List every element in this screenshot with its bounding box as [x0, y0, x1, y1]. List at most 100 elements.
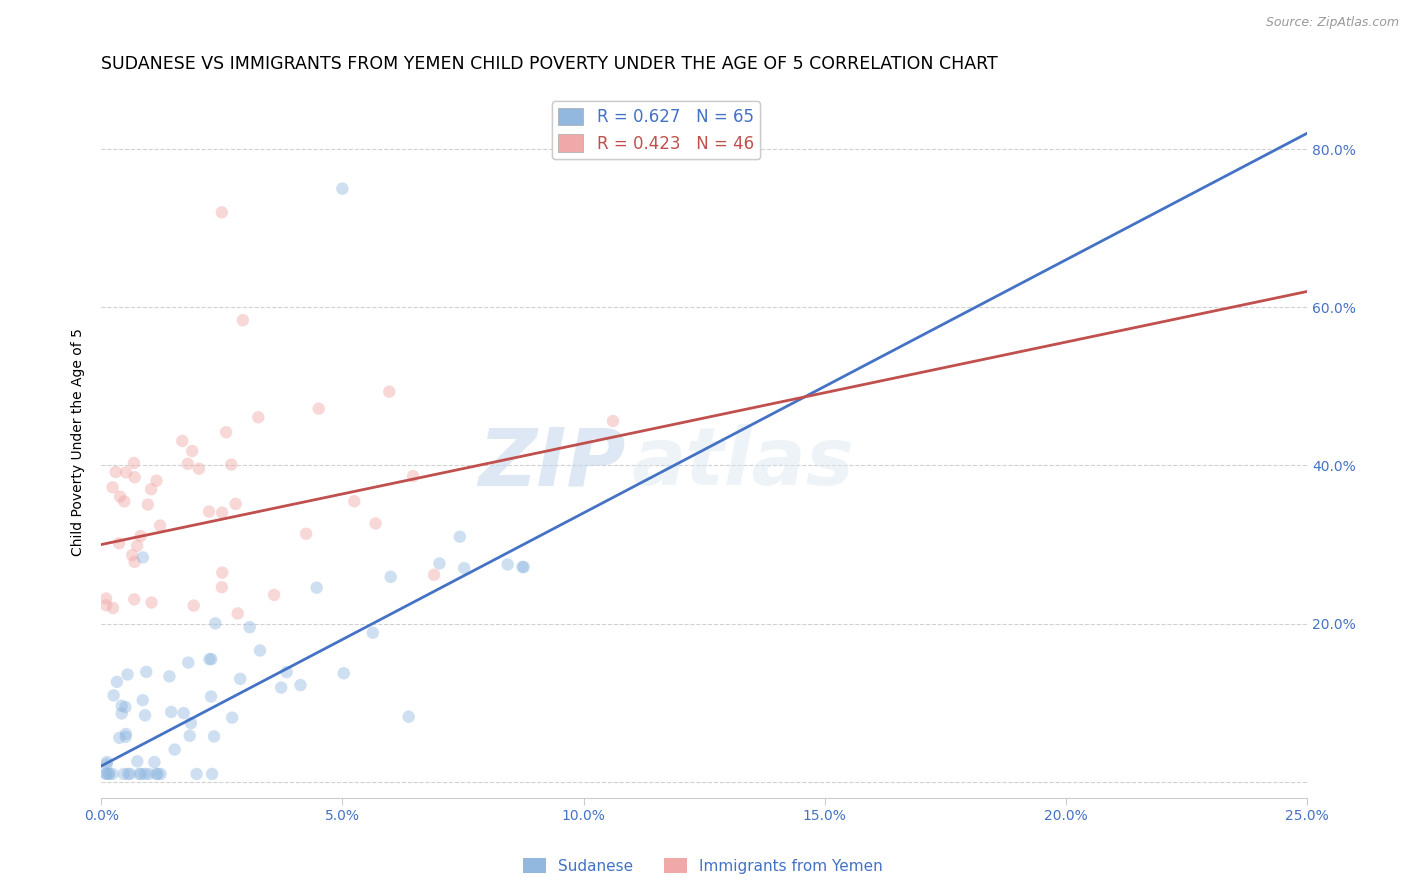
- Point: [138, 767, 160, 781]
- Point: [305, 581, 328, 595]
- Point: [512, 560, 534, 574]
- Point: [198, 652, 221, 666]
- Point: [290, 678, 312, 692]
- Point: [229, 672, 252, 686]
- Point: [103, 689, 125, 703]
- Point: [101, 480, 124, 494]
- Point: [449, 530, 471, 544]
- Point: [180, 716, 202, 731]
- Point: [108, 731, 131, 745]
- Point: [163, 742, 186, 756]
- Point: [186, 767, 208, 781]
- Point: [602, 414, 624, 428]
- Point: [117, 767, 139, 781]
- Point: [135, 665, 157, 679]
- Point: [263, 588, 285, 602]
- Point: [211, 506, 233, 520]
- Point: [270, 681, 292, 695]
- Point: [423, 567, 446, 582]
- Point: [122, 456, 145, 470]
- Point: [112, 494, 135, 508]
- Point: [134, 767, 156, 781]
- Text: Source: ZipAtlas.com: Source: ZipAtlas.com: [1265, 16, 1399, 29]
- Point: [96, 757, 118, 772]
- Point: [94, 766, 117, 780]
- Point: [96, 599, 118, 613]
- Point: [361, 625, 384, 640]
- Point: [117, 667, 139, 681]
- Point: [179, 729, 201, 743]
- Point: [221, 711, 243, 725]
- Point: [94, 591, 117, 606]
- Text: ZIP: ZIP: [478, 424, 626, 502]
- Point: [200, 690, 222, 704]
- Point: [136, 498, 159, 512]
- Point: [145, 767, 167, 781]
- Point: [121, 548, 143, 562]
- Point: [343, 494, 366, 508]
- Point: [249, 643, 271, 657]
- Point: [211, 205, 233, 219]
- Point: [160, 705, 183, 719]
- Point: [173, 706, 195, 720]
- Point: [115, 727, 138, 741]
- Point: [141, 596, 163, 610]
- Point: [111, 698, 134, 713]
- Point: [139, 482, 162, 496]
- Point: [187, 461, 209, 475]
- Point: [124, 555, 146, 569]
- Legend: Sudanese, Immigrants from Yemen: Sudanese, Immigrants from Yemen: [517, 852, 889, 880]
- Point: [114, 700, 136, 714]
- Point: [115, 466, 138, 480]
- Point: [200, 652, 222, 666]
- Point: [112, 767, 135, 781]
- Point: [183, 599, 205, 613]
- Point: [380, 570, 402, 584]
- Point: [108, 490, 131, 504]
- Point: [211, 580, 233, 594]
- Point: [202, 730, 225, 744]
- Point: [225, 497, 247, 511]
- Point: [146, 767, 169, 781]
- Point: [378, 384, 401, 399]
- Point: [496, 558, 519, 572]
- Point: [247, 410, 270, 425]
- Point: [145, 474, 167, 488]
- Point: [94, 767, 117, 781]
- Point: [101, 767, 124, 781]
- Point: [129, 529, 152, 543]
- Point: [127, 539, 149, 553]
- Point: [105, 674, 128, 689]
- Legend: R = 0.627   N = 65, R = 0.423   N = 46: R = 0.627 N = 65, R = 0.423 N = 46: [551, 102, 761, 160]
- Point: [453, 561, 475, 575]
- Point: [149, 518, 172, 533]
- Point: [143, 755, 166, 769]
- Point: [232, 313, 254, 327]
- Point: [308, 401, 330, 416]
- Point: [332, 181, 354, 195]
- Text: SUDANESE VS IMMIGRANTS FROM YEMEN CHILD POVERTY UNDER THE AGE OF 5 CORRELATION C: SUDANESE VS IMMIGRANTS FROM YEMEN CHILD …: [101, 55, 998, 73]
- Point: [398, 709, 420, 723]
- Point: [364, 516, 387, 531]
- Point: [201, 767, 224, 781]
- Point: [157, 669, 180, 683]
- Point: [512, 560, 534, 574]
- Point: [204, 616, 226, 631]
- Point: [177, 656, 200, 670]
- Point: [98, 767, 121, 781]
- Point: [127, 754, 149, 768]
- Point: [97, 766, 120, 780]
- Point: [198, 504, 221, 518]
- Text: atlas: atlas: [631, 424, 855, 502]
- Point: [101, 601, 124, 615]
- Point: [122, 592, 145, 607]
- Point: [111, 706, 134, 721]
- Point: [239, 620, 262, 634]
- Point: [96, 755, 118, 769]
- Point: [129, 767, 152, 781]
- Point: [172, 434, 194, 448]
- Point: [124, 470, 146, 484]
- Point: [134, 708, 156, 723]
- Point: [211, 566, 233, 580]
- Point: [332, 666, 354, 681]
